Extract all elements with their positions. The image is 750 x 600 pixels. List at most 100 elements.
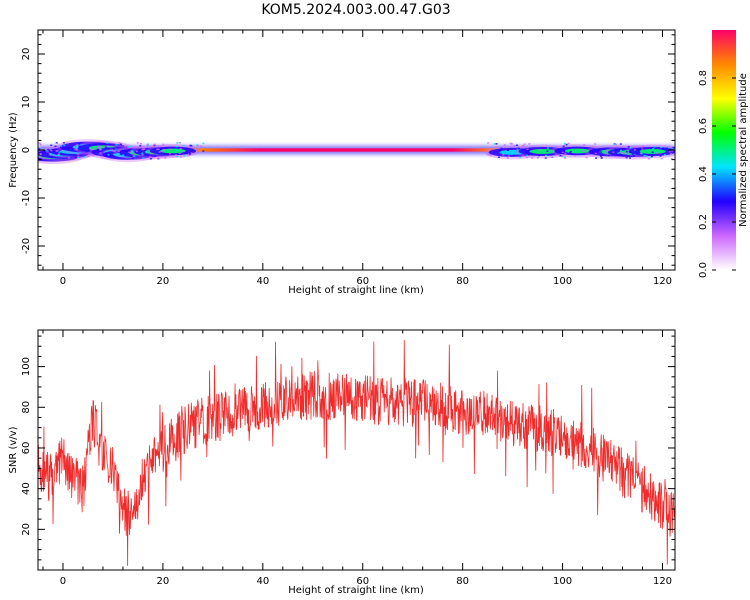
colorbar-tick-label: 0.2 xyxy=(698,214,709,230)
spectral-speckle xyxy=(117,152,120,155)
spectral-speckle xyxy=(119,143,122,145)
spectral-speckle xyxy=(595,157,598,159)
spectral-speckle xyxy=(190,152,193,154)
spectral-speckle xyxy=(638,151,641,153)
snr-x-axis-label: Height of straight line (km) xyxy=(288,585,424,596)
spectral-speckle xyxy=(106,142,109,144)
figure-title: KOM5.2024.003.00.47.G03 xyxy=(261,2,451,18)
spectral-speckle xyxy=(607,154,610,157)
spectral-speckle xyxy=(162,143,165,146)
spectral-speckle xyxy=(640,153,643,155)
spectral-speckle xyxy=(142,157,145,159)
spectral-speckle xyxy=(631,153,634,156)
spectral-speckle xyxy=(175,149,178,152)
spectral-speckle xyxy=(39,153,42,155)
spectral-speckle xyxy=(503,144,506,146)
spectral-speckle xyxy=(564,152,567,155)
x-tick-label: 120 xyxy=(653,276,672,287)
spectral-speckle xyxy=(516,148,519,150)
x-tick-label: 80 xyxy=(456,576,469,587)
spectral-speckle xyxy=(493,143,496,145)
spectral-speckle xyxy=(87,150,90,152)
spectral-speckle xyxy=(141,152,144,155)
x-tick-label: 100 xyxy=(553,276,572,287)
y-tick-label: 40 xyxy=(21,482,32,495)
spectral-speckle xyxy=(112,153,115,156)
spectral-speckle xyxy=(130,150,133,152)
spectral-speckle xyxy=(49,156,52,158)
spectral-speckle xyxy=(153,155,156,157)
spectral-speckle xyxy=(619,143,622,145)
spectral-speckle xyxy=(118,142,121,144)
spectral-speckle xyxy=(143,147,146,149)
spectral-speckle xyxy=(627,146,630,148)
spectral-speckle xyxy=(143,148,146,150)
spectral-speckle xyxy=(515,144,518,146)
spectral-speckle xyxy=(188,151,191,154)
spectral-speckle xyxy=(174,154,177,156)
spectral-speckle xyxy=(507,155,510,158)
colorbar-scale xyxy=(712,30,736,270)
spectral-speckle xyxy=(583,144,586,146)
spectral-speckle xyxy=(625,156,628,159)
spectral-speckle xyxy=(625,150,628,153)
spectral-speckle xyxy=(202,142,205,145)
spectral-speckle xyxy=(594,152,597,155)
spectral-speckle xyxy=(38,148,41,150)
spectral-speckle xyxy=(76,143,79,146)
y-tick-label: 100 xyxy=(21,357,32,376)
spectral-speckle xyxy=(521,144,524,147)
spectral-speckle xyxy=(58,151,61,154)
spectral-speckle xyxy=(190,150,193,153)
spectral-speckle xyxy=(76,153,79,155)
x-tick-label: 60 xyxy=(356,576,369,587)
spectral-speckle xyxy=(555,154,558,156)
spectral-speckle xyxy=(55,150,58,152)
spectral-speckle xyxy=(55,142,58,144)
colorbar-tick-label: 0.6 xyxy=(698,118,709,134)
spectral-speckle xyxy=(46,150,49,152)
x-tick-label: 80 xyxy=(456,276,469,287)
spectral-speckle xyxy=(80,141,83,144)
x-tick-label: 120 xyxy=(653,576,672,587)
spectral-speckle xyxy=(617,152,620,154)
spectral-speckle xyxy=(537,154,540,157)
spectral-speckle xyxy=(559,155,562,157)
spectral-speckle xyxy=(642,145,645,148)
spectral-speckle xyxy=(525,156,528,159)
y-tick-label: -10 xyxy=(21,190,32,206)
y-tick-label: 80 xyxy=(21,401,32,414)
spectral-speckle xyxy=(178,142,181,144)
spectral-speckle xyxy=(90,148,93,151)
snr-y-ticks: 20 40 60 80 100 xyxy=(21,335,675,561)
spectral-speckle xyxy=(551,156,554,158)
spectral-speckle xyxy=(50,155,53,158)
spectral-speckle xyxy=(489,154,492,157)
y-tick-label: 60 xyxy=(21,442,32,455)
spectral-speckle xyxy=(46,153,49,155)
spectral-speckle xyxy=(156,148,159,151)
spectral-speckle xyxy=(636,152,639,154)
spectral-speckle xyxy=(517,147,520,150)
spectral-speckle xyxy=(136,142,139,144)
spectral-speckle xyxy=(58,153,61,156)
spectral-speckle xyxy=(146,150,149,153)
spectral-speckle xyxy=(38,142,41,145)
spectral-speckle xyxy=(672,146,675,149)
spectral-speckle xyxy=(605,149,608,152)
spectral-speckle xyxy=(536,157,539,159)
spectral-speckle xyxy=(164,157,167,159)
spectral-speckle xyxy=(190,144,193,147)
snr-frame xyxy=(37,329,676,571)
spectral-blob-core xyxy=(639,148,666,154)
spectral-speckle xyxy=(621,152,624,154)
spectral-speckle xyxy=(140,142,143,145)
spectral-speckle xyxy=(512,154,515,157)
spectral-speckle xyxy=(561,155,564,158)
spectrogram-y-ticks: -20 -10 0 10 20 xyxy=(21,34,675,266)
y-tick-label: 20 xyxy=(21,48,32,61)
spectral-speckle xyxy=(651,151,654,154)
colorbar-tick-label: 0.8 xyxy=(698,70,709,86)
spectrogram-plot-area xyxy=(38,139,675,165)
spectral-speckle xyxy=(169,154,172,157)
